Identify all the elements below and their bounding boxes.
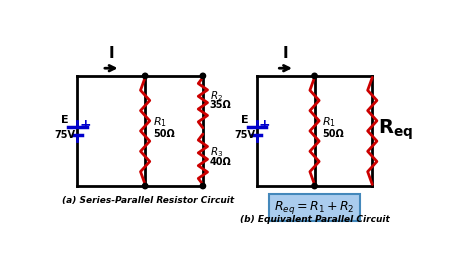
Circle shape xyxy=(200,183,206,189)
Text: 75V: 75V xyxy=(55,130,75,140)
Text: 50Ω: 50Ω xyxy=(153,129,174,139)
Circle shape xyxy=(312,183,317,189)
Text: 75V: 75V xyxy=(234,130,255,140)
Text: (b) Equivalent Parallel Circuit: (b) Equivalent Parallel Circuit xyxy=(240,215,390,224)
Circle shape xyxy=(200,73,206,78)
Text: (a) Series-Parallel Resistor Circuit: (a) Series-Parallel Resistor Circuit xyxy=(62,196,234,205)
Text: I: I xyxy=(109,45,114,60)
Circle shape xyxy=(143,73,148,78)
Text: $R_1$: $R_1$ xyxy=(153,115,167,129)
Text: E: E xyxy=(61,115,69,125)
Text: $\mathbf{R_{eq}}$: $\mathbf{R_{eq}}$ xyxy=(378,117,413,142)
Text: +: + xyxy=(79,118,91,132)
Text: 35Ω: 35Ω xyxy=(210,100,232,110)
Text: $R_3$: $R_3$ xyxy=(210,145,223,159)
Text: 40Ω: 40Ω xyxy=(210,157,232,167)
Text: I: I xyxy=(283,45,289,60)
Text: $R_{eq}=R_1+R_2$: $R_{eq}=R_1+R_2$ xyxy=(274,199,355,216)
Circle shape xyxy=(143,183,148,189)
Text: $R_1$: $R_1$ xyxy=(322,115,336,129)
Text: +: + xyxy=(259,118,270,132)
Text: E: E xyxy=(241,115,248,125)
Text: 50Ω: 50Ω xyxy=(322,129,344,139)
Text: $R_2$: $R_2$ xyxy=(210,89,223,103)
Circle shape xyxy=(312,73,317,78)
